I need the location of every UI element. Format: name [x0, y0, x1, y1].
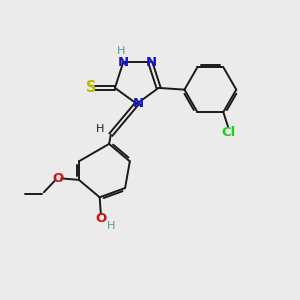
Text: H: H [107, 221, 116, 231]
Text: O: O [52, 172, 63, 185]
Text: N: N [133, 97, 144, 110]
Text: N: N [145, 56, 156, 69]
Text: Cl: Cl [221, 126, 236, 139]
Text: N: N [118, 56, 129, 69]
Text: O: O [95, 212, 107, 225]
Text: H: H [117, 46, 125, 56]
Text: S: S [85, 80, 96, 95]
Text: H: H [95, 124, 104, 134]
